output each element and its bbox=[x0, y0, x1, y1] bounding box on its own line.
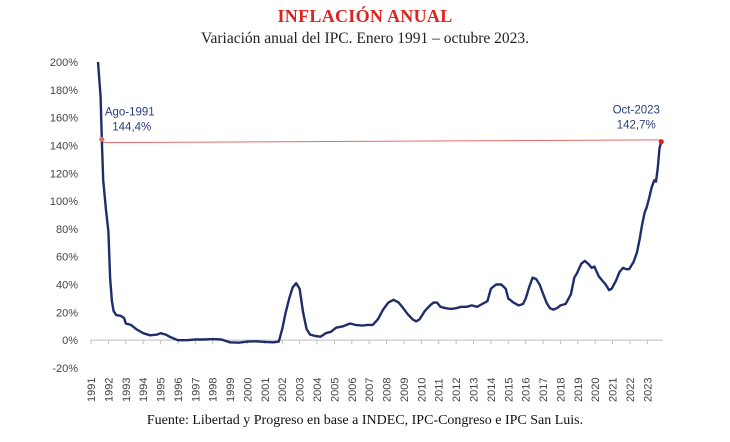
x-tick-label: 2010 bbox=[416, 378, 428, 402]
x-tick-label: 2019 bbox=[573, 378, 585, 402]
y-axis: -20% 0% 20% 40% 60% 80% 100% 120% 140% 160% 180% 20… bbox=[50, 57, 78, 375]
x-tick-label: 2007 bbox=[364, 378, 376, 402]
y-tick-label: 60% bbox=[56, 252, 78, 264]
annotation-layer: Ago-1991 144,4% Oct-2023 142,7% bbox=[105, 105, 660, 134]
x-tick-label: 2002 bbox=[277, 378, 289, 402]
x-tick-label: 2020 bbox=[590, 378, 602, 402]
y-tick-label: 140% bbox=[50, 140, 78, 152]
annotation-end-marker bbox=[658, 139, 664, 145]
x-tick-label: 1994 bbox=[138, 378, 150, 402]
y-tick-label: 120% bbox=[50, 168, 78, 180]
inflation-series-line bbox=[96, 61, 663, 344]
annotation-start-label: Ago-1991 bbox=[105, 106, 155, 118]
x-tick-label: 2001 bbox=[260, 378, 272, 402]
y-tick-label: 180% bbox=[50, 85, 78, 97]
x-tick-label: 2023 bbox=[642, 378, 654, 402]
x-tick-label: 1995 bbox=[156, 378, 168, 402]
x-tick-label: 2008 bbox=[382, 378, 394, 402]
x-tick-label: 2000 bbox=[242, 378, 254, 402]
x-tick-label: 1991 bbox=[86, 378, 98, 402]
y-tick-label: 100% bbox=[50, 196, 78, 208]
x-tick-label: 2022 bbox=[625, 378, 637, 402]
series-layer bbox=[96, 61, 664, 344]
x-tick-label: 1993 bbox=[121, 378, 133, 402]
annotation-end-label: Oct-2023 bbox=[613, 105, 660, 117]
inflation-line-chart: -20% 0% 20% 40% 60% 80% 100% 120% 140% 160% 180% 20… bbox=[50, 57, 664, 402]
x-tick-label: 2015 bbox=[503, 378, 515, 402]
x-tick-label: 2011 bbox=[434, 378, 446, 402]
x-tick-label: 2013 bbox=[468, 378, 480, 402]
x-tick-label: 2006 bbox=[347, 378, 359, 402]
annotation-start-value: 144,4% bbox=[112, 121, 151, 133]
x-tick-label: 2005 bbox=[329, 378, 341, 402]
chart-source-note: Fuente: Libertad y Progreso en base a IN… bbox=[146, 413, 584, 428]
x-tick-label: 1997 bbox=[190, 378, 202, 402]
annotation-end-value: 142,7% bbox=[617, 120, 656, 132]
x-tick-label: 2016 bbox=[521, 378, 533, 402]
reference-line bbox=[101, 139, 662, 144]
y-tick-label: -20% bbox=[52, 363, 78, 375]
chart-subtitle: Variación anual del IPC. Enero 1991 – oc… bbox=[201, 30, 529, 47]
x-tick-label: 2003 bbox=[295, 378, 307, 402]
y-tick-label: 200% bbox=[50, 57, 78, 69]
x-tick-label: 1992 bbox=[103, 378, 115, 402]
x-tick-label: 2021 bbox=[608, 378, 620, 402]
x-tick-label: 2014 bbox=[486, 378, 498, 402]
x-tick-label: 2004 bbox=[312, 378, 324, 402]
y-tick-label: 0% bbox=[62, 335, 78, 347]
chart-title: INFLACIÓN ANUAL bbox=[277, 6, 453, 26]
x-tick-label: 1996 bbox=[173, 378, 185, 402]
x-tick-label: 2018 bbox=[555, 378, 567, 402]
x-tick-label: 1998 bbox=[208, 378, 220, 402]
x-tick-label: 2009 bbox=[399, 378, 411, 402]
y-tick-label: 80% bbox=[56, 224, 78, 236]
y-tick-label: 40% bbox=[56, 280, 78, 292]
annotation-start-marker bbox=[99, 136, 105, 142]
y-tick-label: 160% bbox=[50, 113, 78, 125]
x-tick-label: 1999 bbox=[225, 378, 237, 402]
x-axis: 1991 1992 1993 1994 1995 1996 1997 1998 1999 2000… bbox=[86, 339, 663, 402]
x-tick-label: 2017 bbox=[538, 378, 550, 402]
x-tick-label: 2012 bbox=[451, 378, 463, 402]
y-tick-label: 20% bbox=[56, 307, 78, 319]
